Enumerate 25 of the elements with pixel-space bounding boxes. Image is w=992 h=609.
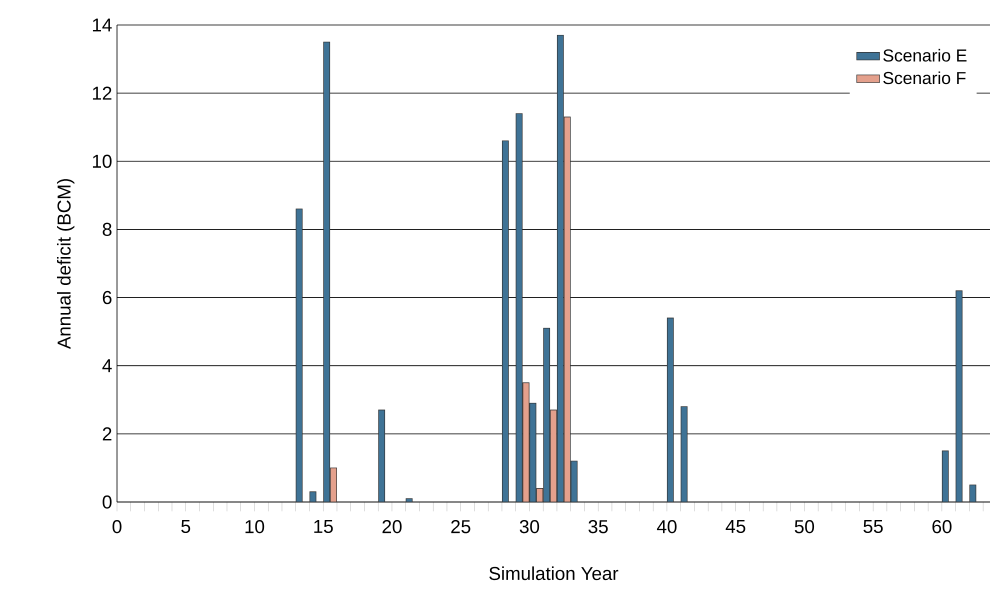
x-tick-label: 55 [864,520,883,534]
x-tick-label: 60 [932,520,952,534]
y-tick-label: 2 [102,427,112,440]
y-tick-label: 12 [92,86,112,100]
x-tick-label: 40 [656,520,677,534]
y-tick-label: 14 [92,18,112,32]
x-tick-label: 10 [246,520,264,534]
x-tick-label: 50 [794,520,814,534]
x-tick-label: 20 [382,520,402,534]
x-axis-title: Simulation Year [489,566,618,580]
x-tick-label: 15 [314,520,333,534]
x-tick-label: 25 [451,520,470,534]
x-tick-label: 45 [726,520,746,534]
y-tick-label: 4 [102,359,112,372]
y-axis-title: Annual deficit (BCM) [56,179,74,350]
x-tick-label: 30 [520,520,540,534]
y-tick-label: 0 [102,495,112,509]
y-tick-label: 10 [92,154,112,168]
y-tick-label: 8 [102,222,112,236]
x-tick-label: 0 [112,520,122,534]
legend-label: Scenario E [883,48,967,62]
x-tick-label: 5 [181,520,190,534]
legend-label: Scenario F [883,71,966,84]
x-tick-label: 35 [588,520,608,534]
y-tick-label: 6 [102,290,112,304]
